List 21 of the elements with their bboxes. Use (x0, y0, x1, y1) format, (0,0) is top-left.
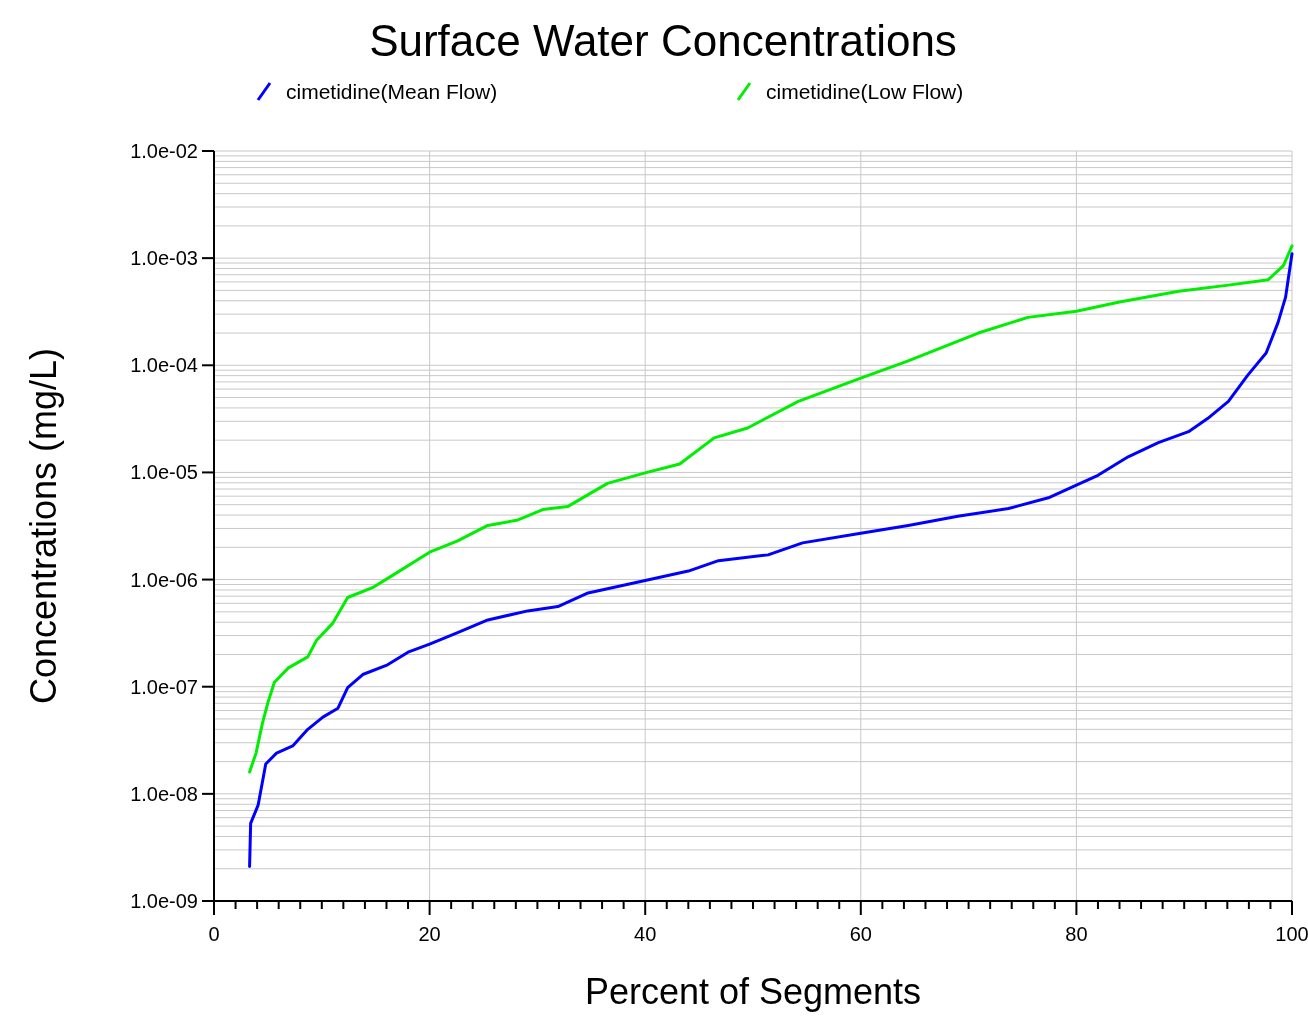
x-tick-label: 40 (634, 923, 657, 945)
chart-title: Surface Water Concentrations (369, 16, 957, 65)
x-tick-label: 80 (1065, 923, 1088, 945)
x-tick-label: 60 (849, 923, 872, 945)
legend-label: cimetidine(Low Flow) (766, 80, 964, 103)
y-tick-label: 1.0e-06 (130, 568, 198, 591)
x-tick-label: 100 (1275, 923, 1308, 945)
y-axis-title: Concentrations (mg/L) (23, 347, 64, 705)
y-tick-label: 1.0e-08 (130, 782, 198, 805)
line-series (248, 244, 1294, 774)
y-tick-label: 1.0e-02 (130, 140, 198, 162)
y-tick-label: 1.0e-09 (130, 890, 198, 912)
x-axis-title: Percent of Segments (584, 971, 922, 1012)
line-series (248, 252, 1294, 868)
y-tick-label: 1.0e-03 (130, 247, 198, 270)
y-tick-label: 1.0e-05 (130, 461, 198, 484)
x-tick-label: 20 (418, 923, 441, 945)
x-tick-label: 0 (208, 923, 220, 945)
y-tick-label: 1.0e-07 (130, 675, 198, 698)
y-tick-label: 1.0e-04 (130, 354, 198, 377)
legend-label: cimetidine(Mean Flow) (286, 80, 498, 103)
